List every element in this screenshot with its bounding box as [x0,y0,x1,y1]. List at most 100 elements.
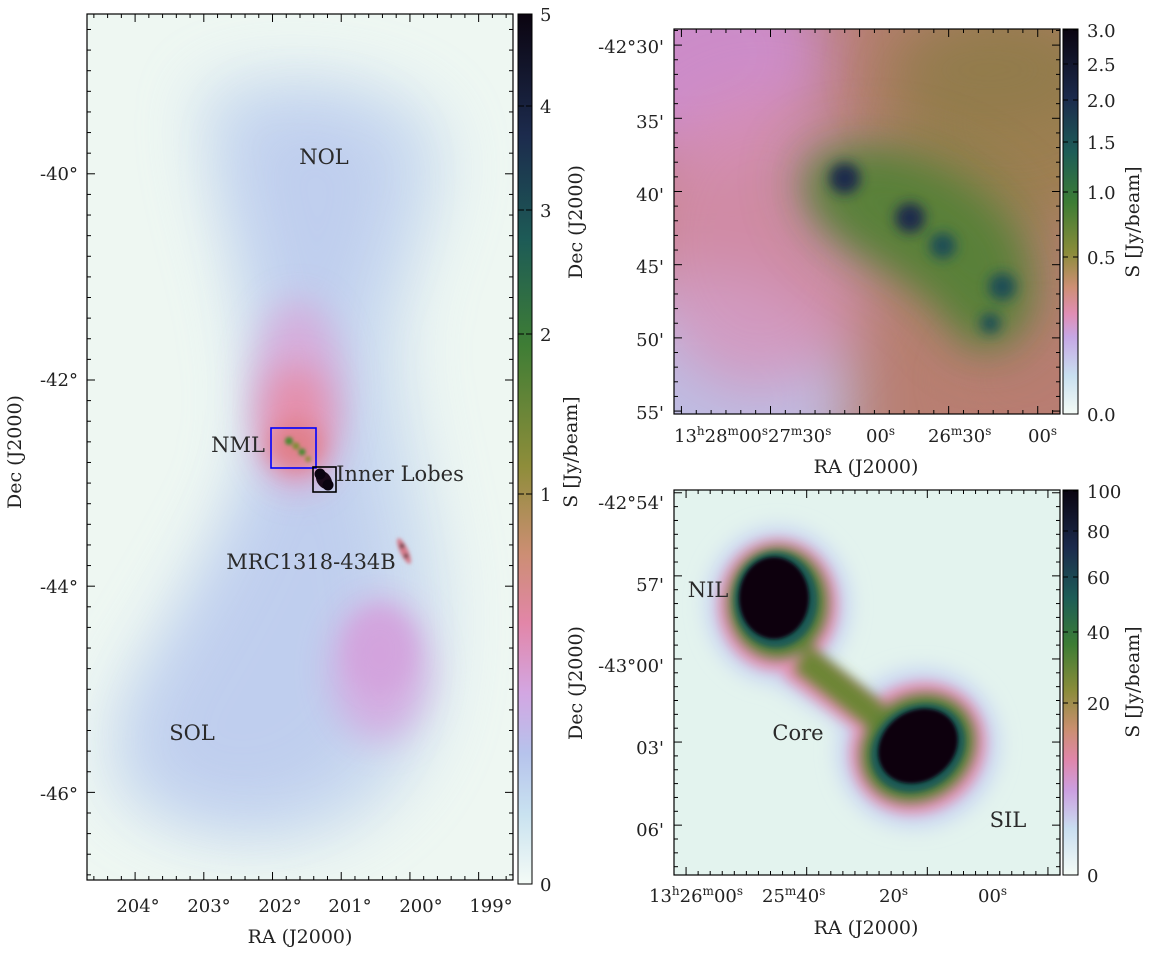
wide-x-ticks: 204° 203° 202° 201° 200° 199° [116,896,512,917]
x-tick-label: 200° [399,896,442,917]
panel-wide: NOL NML Inner Lobes MRC1318-434B SOL 204… [4,5,587,948]
wide-y-label: Dec (J2000) [4,395,26,509]
y-tick-label: -42°30' [598,37,664,58]
y-tick-label: -46° [40,784,78,805]
label-nol: NOL [299,145,349,169]
nml-image [674,29,1060,414]
nml-knots [285,437,311,462]
cbar-tick: 5 [540,5,551,26]
y-tick-label: 50' [636,330,664,351]
x-tick-label: 20s [879,884,908,907]
nml-knot [929,232,956,259]
label-nml: NML [211,433,265,457]
mrc1318-source [397,538,411,564]
cbar-wide-label: S [Jy/beam] [560,396,582,507]
y-tick-label: 40' [636,185,664,206]
nml-tickmarks [674,29,1060,414]
nml-knot [829,162,861,194]
nml-box [270,427,317,469]
cbar-tick: 3 [540,201,551,222]
x-tick-label: 27m30s [768,424,831,447]
cbar-nml-ticks [1063,29,1078,415]
panel-nml-zoom: 13h28m00s 27m30s 00s 26m30s 00s -42°30' … [598,21,1144,478]
lobes-tickmarks [674,490,1060,875]
colorbar-lobes: 0 20 40 60 80 100 S [Jy/beam] [1062,482,1144,887]
cbar-tick: 40 [1087,623,1110,644]
wide-x-label: RA (J2000) [248,926,353,948]
y-tick-label: 03' [636,738,664,759]
x-tick-label: 00s [978,884,1007,907]
y-tick-label: 57' [636,575,664,596]
cbar-tick: 4 [540,97,551,118]
cbar-tick: 80 [1087,522,1110,543]
cbar-tick: 3.0 [1087,21,1116,42]
label-inner-lobes: Inner Lobes [336,462,464,486]
lobes-y-ticks: -42°54' 57' -43°00' 03' 06' [598,493,664,841]
nml-knot [988,272,1016,301]
cbar-lobes-ticks [1063,490,1078,876]
x-tick-label: 202° [258,896,301,917]
y-tick-label: 35' [636,112,664,133]
y-tick-label: 06' [636,820,664,841]
cbar-lobes-label: S [Jy/beam] [1122,626,1144,737]
nml-y-ticks: -42°30' 35' 40' 45' 50' 55' [598,37,664,424]
lobes-x-ticks: 13h26m00s 25m40s 20s 00s [649,884,1007,907]
nml-x-ticks: 13h28m00s 27m30s 00s 26m30s 00s [674,424,1057,447]
lobes-core [739,557,958,784]
x-tick-label: 203° [187,896,230,917]
cbar-tick: 20 [1087,694,1110,715]
label-nil: NIL [688,578,729,602]
cbar-tick: 1 [540,485,551,506]
cbar-tick: 0.5 [1087,248,1116,269]
x-tick-label: 26m30s [928,424,991,447]
cbar-tick: 0 [1087,866,1098,887]
label-sol: SOL [169,721,215,745]
colorbar-wide: 0 1 2 3 4 5 S [Jy/beam] Dec (J2000) Dec … [517,5,587,896]
y-tick-label: 55' [636,403,664,424]
cbar-tick: 100 [1087,482,1121,503]
inner-lobes-blob [314,468,334,491]
cbar-tick: 0 [540,875,551,896]
x-tick-label: 13h26m00s [649,884,743,907]
panel-inner-lobes-zoom: NIL Core SIL 13h26m00s 25m40s 20s 00s -4… [598,482,1144,939]
cbar-wide-dec-label-top: Dec (J2000) [565,165,587,279]
y-tick-label: -42°54' [598,493,664,514]
nml-x-label: RA (J2000) [814,456,919,478]
y-tick-label: -40° [40,164,78,185]
wide-image [87,14,513,880]
x-tick-label: 199° [469,896,512,917]
y-tick-label: 45' [636,257,664,278]
cbar-tick: 1.0 [1087,183,1116,204]
label-sil: SIL [990,808,1027,832]
inner-lobes-image [674,490,1060,875]
cbar-tick: 2 [540,325,551,346]
x-tick-label: 13h28m00s [674,424,768,447]
cbar-nml-label: S [Jy/beam] [1122,166,1144,277]
wide-tickmarks [87,14,513,880]
x-tick-label: 204° [116,896,159,917]
wide-y-ticks: -40° -42° -44° -46° [40,164,78,805]
cbar-wide-dec-label-bottom: Dec (J2000) [565,626,587,740]
x-tick-label: 25m40s [762,884,825,907]
lobes-x-label: RA (J2000) [814,917,919,939]
cbar-tick: 1.5 [1087,133,1116,154]
y-tick-label: -43°00' [598,656,664,677]
cbar-wide-ticks [518,13,532,885]
inner-lobes-box [312,466,337,493]
nml-knots-zoom [829,162,1016,334]
x-tick-label: 00s [1028,424,1057,447]
x-tick-label: 00s [866,424,895,447]
cbar-tick: 2.5 [1087,55,1116,76]
cbar-tick: 60 [1087,568,1110,589]
label-mrc1318: MRC1318-434B [226,550,395,574]
label-core: Core [772,721,823,745]
nml-knot [895,202,926,233]
cbar-tick: 2.0 [1087,91,1116,112]
nml-knot [980,313,1001,334]
y-tick-label: -42° [40,370,78,391]
cbar-tick: 0.0 [1087,405,1116,426]
x-tick-label: 201° [328,896,371,917]
colorbar-nml: 0.0 0.5 1.0 1.5 2.0 2.5 3.0 S [Jy/beam] [1062,21,1144,426]
y-tick-label: -44° [40,577,78,598]
